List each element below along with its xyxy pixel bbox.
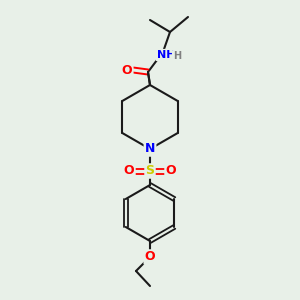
Text: O: O — [166, 164, 176, 178]
Text: O: O — [124, 164, 134, 178]
Text: S: S — [146, 164, 154, 178]
Text: O: O — [145, 250, 155, 263]
Text: N: N — [145, 142, 155, 155]
Text: H: H — [173, 51, 181, 61]
Text: O: O — [122, 64, 132, 76]
Text: NH: NH — [157, 50, 175, 60]
